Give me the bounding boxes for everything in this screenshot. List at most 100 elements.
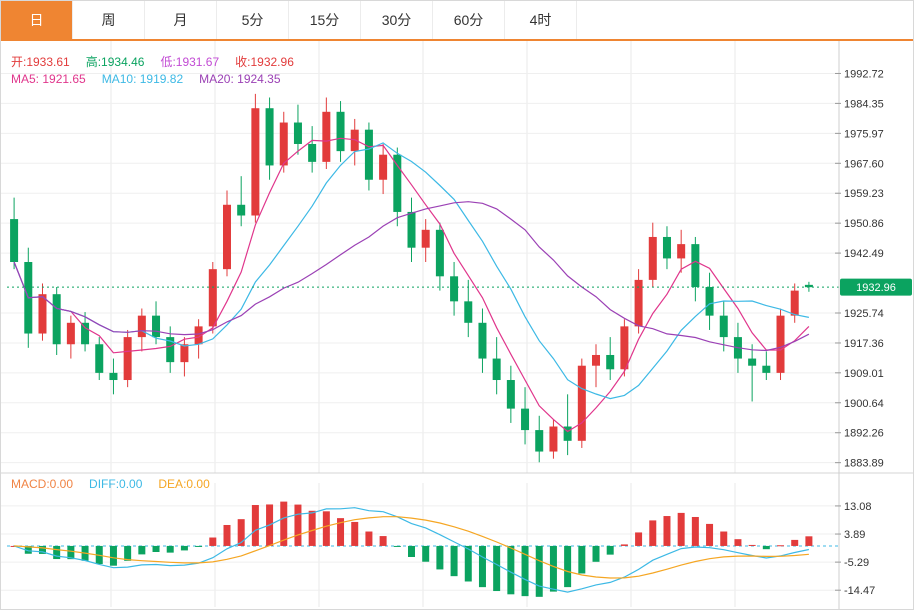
candle-body (364, 129, 373, 180)
macd-tick-label: -5.29 (844, 557, 869, 569)
candle-body (152, 315, 161, 338)
tab-15min[interactable]: 15分 (289, 1, 361, 39)
price-tick-label: 1984.35 (844, 98, 884, 110)
candle-body (123, 337, 132, 381)
candle-body (10, 219, 19, 262)
macd-bar (564, 545, 572, 588)
price-tick-label: 1959.23 (844, 188, 884, 200)
macd-bar (436, 545, 444, 570)
grid-layer (1, 41, 839, 607)
macd-bar (535, 545, 543, 597)
dea-line (14, 516, 809, 579)
tab-4hour[interactable]: 4时 (505, 1, 577, 39)
macd-bar (706, 523, 714, 546)
price-tick-label: 1883.89 (844, 458, 884, 470)
macd-bar (549, 545, 557, 592)
price-tick-label: 1925.74 (844, 308, 884, 320)
candle-body (350, 129, 359, 152)
candle-body (478, 322, 487, 359)
macd-bar (67, 545, 75, 560)
macd-bar (379, 536, 387, 546)
candle-body (535, 430, 544, 452)
candle-body (577, 365, 586, 441)
tab-day[interactable]: 日 (1, 1, 73, 39)
macd-bar (663, 516, 671, 546)
candle-body (691, 244, 700, 288)
candle-body (308, 143, 317, 162)
macd-bar (223, 524, 231, 546)
candle-body (620, 326, 629, 370)
chart-area[interactable]: 1992.72 1984.35 1975.97 1967.60 1959.23 1950.… (1, 41, 913, 609)
candle-body (38, 294, 47, 334)
candle-body (421, 229, 430, 248)
candle-body (748, 358, 757, 366)
macd-bar (351, 521, 359, 546)
tab-month[interactable]: 月 (145, 1, 217, 39)
macd-bar (677, 512, 685, 546)
candle-body (81, 322, 90, 345)
candle-body (52, 294, 61, 345)
chart-svg: 1992.72 1984.35 1975.97 1967.60 1959.23 1950.… (1, 41, 913, 609)
diff-line (13, 507, 810, 593)
candle-body (464, 301, 473, 323)
macd-bar (507, 545, 515, 595)
macd-tick-label: 3.89 (844, 529, 865, 541)
price-tick-label: 1909.01 (844, 368, 884, 380)
candle-body (563, 426, 572, 441)
price-tick-label: 1942.49 (844, 248, 884, 260)
price-tick-label: 1967.60 (844, 158, 884, 170)
candle-body (208, 269, 217, 327)
candle-body (776, 315, 785, 373)
macd-bar (762, 545, 770, 550)
macd-bar (592, 545, 600, 562)
macd-bar (53, 545, 61, 560)
macd-bar (280, 501, 288, 546)
tabbar: 日 周 月 5分 15分 30分 60分 4时 (1, 1, 913, 41)
macd-bar (606, 545, 614, 555)
ma10-line (13, 142, 810, 400)
candle-body (592, 354, 601, 366)
macd-bar (166, 545, 174, 553)
candle-body (393, 154, 402, 212)
candle-body (521, 408, 530, 431)
macd-bar (337, 518, 345, 546)
candle-body (222, 204, 231, 270)
candle-body (251, 108, 260, 216)
candle-body (506, 380, 515, 409)
macd-bar (393, 545, 401, 547)
candle-body (705, 287, 714, 316)
macd-bar (180, 545, 188, 551)
candle-body (336, 111, 345, 152)
candle-body (66, 322, 75, 345)
macd-bar (734, 539, 742, 546)
macd-bar (649, 520, 657, 546)
macd-axis: 13.08 3.89 -5.29 -14.47 (835, 501, 875, 597)
tab-30min[interactable]: 30分 (361, 1, 433, 39)
macd-bar (635, 532, 643, 546)
price-tick-label: 1975.97 (844, 128, 884, 140)
price-axis: 1992.72 1984.35 1975.97 1967.60 1959.23 1950.… (835, 68, 884, 470)
macd-bar (24, 545, 32, 554)
candles-layer (10, 93, 813, 463)
candle-body (790, 290, 799, 316)
macd-bar (450, 545, 458, 577)
macd-bar (365, 531, 373, 546)
price-tick-label: 1950.86 (844, 218, 884, 230)
tab-60min[interactable]: 60分 (433, 1, 505, 39)
macd-bar (748, 544, 756, 546)
macd-histogram (10, 501, 813, 597)
macd-bar (138, 545, 146, 555)
macd-bar (805, 536, 813, 546)
macd-bar (322, 511, 330, 546)
macd-bar (464, 545, 472, 582)
candle-body (265, 108, 274, 166)
candle-body (804, 284, 813, 288)
tab-5min[interactable]: 5分 (217, 1, 289, 39)
macd-bar (620, 544, 628, 546)
candle-body (293, 122, 302, 144)
macd-bar (521, 545, 529, 597)
tab-week[interactable]: 周 (73, 1, 145, 39)
candle-body (95, 344, 104, 373)
macd-tick-label: -14.47 (844, 585, 875, 597)
candle-body (634, 279, 643, 327)
